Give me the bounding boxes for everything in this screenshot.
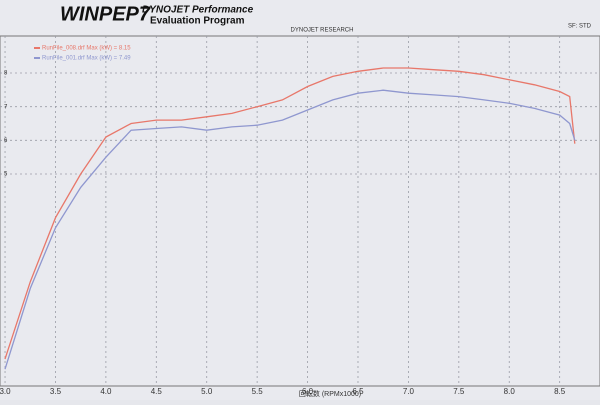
y-tick-label: 5 bbox=[4, 172, 8, 178]
x-tick-label: 5.5 bbox=[252, 387, 264, 396]
x-tick-label: 4.5 bbox=[151, 387, 163, 396]
series-line bbox=[4, 89, 576, 370]
correction-label: SF: STD bbox=[568, 24, 592, 30]
y-tick-label: 7 bbox=[4, 104, 8, 110]
x-tick-label: 7.0 bbox=[403, 387, 415, 396]
logo: WINPEP7 bbox=[60, 3, 151, 25]
legend-label: RunFile_001.drf Max (kW) = 7.49 bbox=[42, 56, 131, 62]
x-tick-label: 5.0 bbox=[201, 387, 213, 396]
x-axis-label: 回転数 (RPMx1000) bbox=[299, 389, 361, 398]
x-tick-label: 8.5 bbox=[554, 387, 566, 396]
x-tick-label: 6.5 bbox=[352, 387, 364, 396]
x-tick-label: 6.0 bbox=[302, 387, 314, 396]
y-tick-label: 8 bbox=[4, 71, 8, 77]
x-tick-label: 4.0 bbox=[100, 387, 112, 396]
series-line bbox=[4, 67, 576, 360]
x-tick-label: 8.0 bbox=[504, 387, 516, 396]
chart-title: DYNOJET RESEARCH bbox=[291, 28, 354, 34]
plot-frame bbox=[0, 35, 600, 387]
x-tick-label: 7.5 bbox=[453, 387, 465, 396]
y-tick-label: 6 bbox=[4, 138, 8, 144]
program-title: DYNOJET Performance bbox=[142, 5, 254, 16]
x-tick-label: 3.0 bbox=[0, 387, 11, 396]
legend-label: RunFile_008.drf Max (kW) = 8.15 bbox=[42, 46, 131, 52]
program-title: Evaluation Program bbox=[150, 16, 245, 27]
x-tick-label: 3.5 bbox=[50, 387, 62, 396]
